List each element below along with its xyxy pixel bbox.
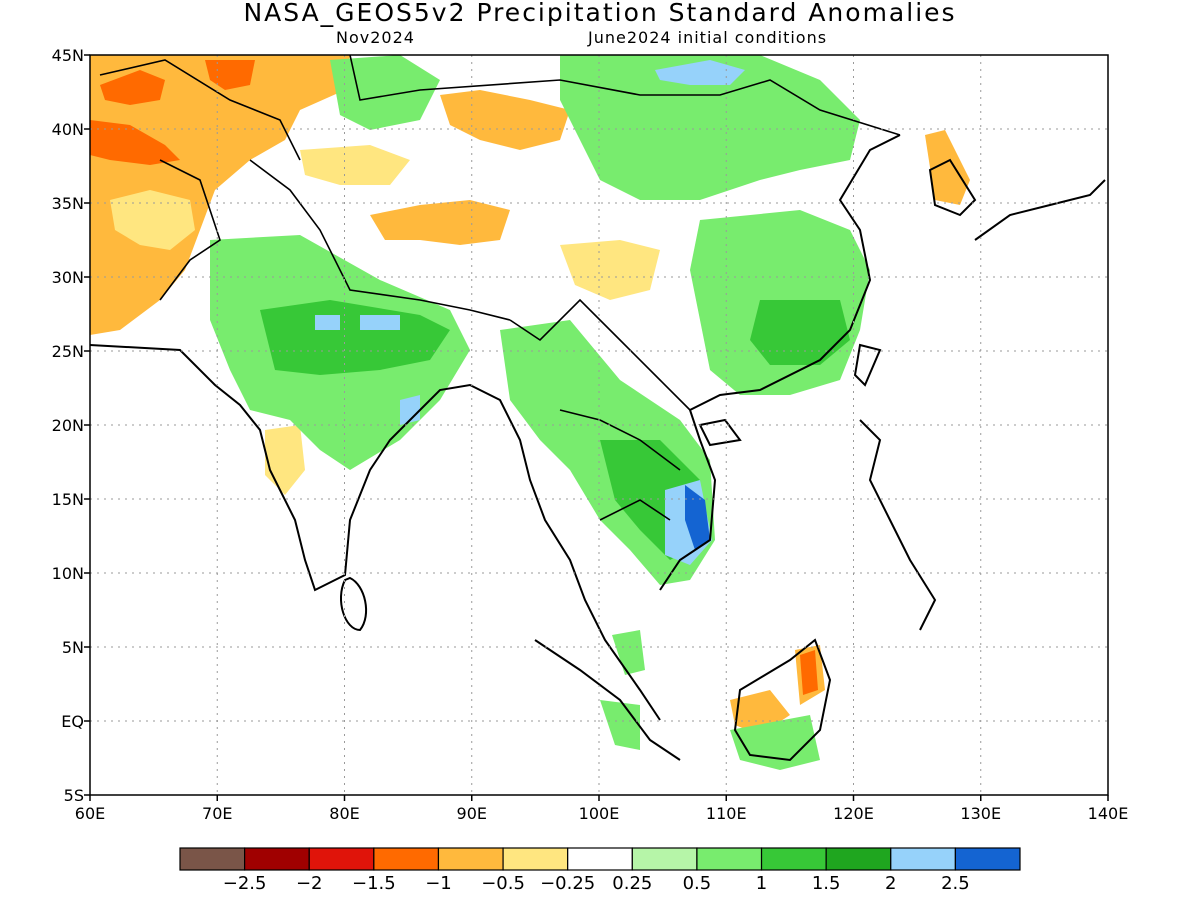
colorbar-label: 2.5 — [941, 873, 970, 894]
very-wet-anomaly-ganges — [315, 315, 420, 425]
colorbar-label: −1.5 — [352, 873, 396, 894]
lon-tick-label: 90E — [457, 804, 487, 823]
colorbar-label: −1 — [425, 873, 452, 894]
colorbar-swatch — [244, 847, 310, 871]
coastlines — [90, 134, 1106, 762]
dry-anomaly-india — [265, 425, 305, 495]
extreme-wet-anomaly-vietnam — [685, 485, 710, 550]
colorbar-label: 1 — [756, 873, 767, 894]
colorbar-label: −0.5 — [481, 873, 525, 894]
initial-conditions: June2024 initial conditions — [588, 28, 828, 47]
lon-tick-label: 70E — [202, 804, 232, 823]
wet-anomaly-mongolia-blue — [655, 60, 745, 85]
dry-anomaly-tibet — [370, 200, 510, 245]
colorbar-swatch — [760, 847, 827, 871]
light-dry-anomaly-iran — [110, 190, 195, 250]
colorbar-swatch — [567, 847, 633, 871]
lat-tick-label: 35N — [52, 194, 84, 213]
colorbar-swatch — [308, 847, 375, 871]
lat-tick-label: 45N — [52, 46, 84, 65]
lat-tick-label: EQ — [61, 712, 84, 731]
wet-anomaly-sumatra — [600, 630, 645, 750]
strong-wet-anomaly-china-east — [750, 300, 850, 365]
colorbar-label: −0.25 — [540, 873, 595, 894]
colorbar-swatch — [502, 847, 569, 871]
forecast-month: Nov2024 — [336, 28, 415, 47]
lat-tick-label: 40N — [52, 120, 84, 139]
colorbar-label: 1.5 — [812, 873, 841, 894]
dry-anomaly-north-china — [440, 90, 570, 150]
longitude-labels: 60E 70E 80E 90E 100E 110E 120E 130E 140E — [75, 804, 1129, 823]
axis-ticks — [84, 54, 1109, 801]
lon-tick-label: 130E — [960, 804, 1001, 823]
colorbar-swatch — [696, 847, 763, 871]
map-title: NASA_GEOS5v2 Precipitation Standard Anom… — [243, 0, 957, 27]
strong-wet-anomaly-ganges — [260, 300, 450, 375]
country-borders — [99, 55, 901, 521]
lat-tick-label: 5S — [64, 786, 84, 805]
lat-tick-label: 25N — [52, 342, 84, 361]
lat-tick-label: 5N — [62, 638, 84, 657]
dry-anomaly-plateau — [300, 145, 660, 300]
lat-tick-label: 20N — [52, 416, 84, 435]
lon-tick-label: 100E — [579, 804, 620, 823]
lon-tick-label: 110E — [706, 804, 747, 823]
lat-tick-label: 15N — [52, 490, 84, 509]
dry-anomaly-central-asia — [90, 55, 350, 335]
colorbar-swatch — [825, 847, 892, 871]
gridlines — [90, 55, 1108, 795]
wet-anomaly-mongolia — [560, 55, 860, 200]
colorbar-swatch — [437, 847, 504, 871]
strong-dry-anomaly-borneo — [800, 650, 818, 695]
lon-tick-label: 140E — [1088, 804, 1129, 823]
wet-anomaly-pakistan — [330, 55, 440, 130]
colorbar-label: 0.5 — [683, 873, 712, 894]
colorbar-label: −2.5 — [223, 873, 267, 894]
lon-tick-label: 120E — [833, 804, 874, 823]
lat-tick-label: 10N — [52, 564, 84, 583]
colorbar-label: 2 — [885, 873, 896, 894]
latitude-labels: 45N 40N 35N 30N 25N 20N 15N 10N 5N EQ 5S — [52, 46, 84, 805]
colorbar-label: 0.25 — [612, 873, 652, 894]
lon-tick-label: 60E — [75, 804, 105, 823]
lon-tick-label: 80E — [329, 804, 359, 823]
colorbar-swatch — [179, 847, 246, 871]
strong-dry-anomaly-central-asia — [90, 60, 255, 165]
colorbar: −2.5 −2 −1.5 −1 −0.5 −0.25 0.25 0.5 1 1.5 2 2.5 — [179, 847, 1021, 894]
colorbar-swatch — [631, 847, 698, 871]
colorbar-swatch — [373, 847, 440, 871]
colorbar-swatch — [954, 847, 1021, 871]
lat-tick-label: 30N — [52, 268, 84, 287]
colorbar-swatch — [890, 847, 956, 871]
colorbar-label: −2 — [296, 873, 323, 894]
dry-anomaly-korea — [925, 130, 970, 205]
